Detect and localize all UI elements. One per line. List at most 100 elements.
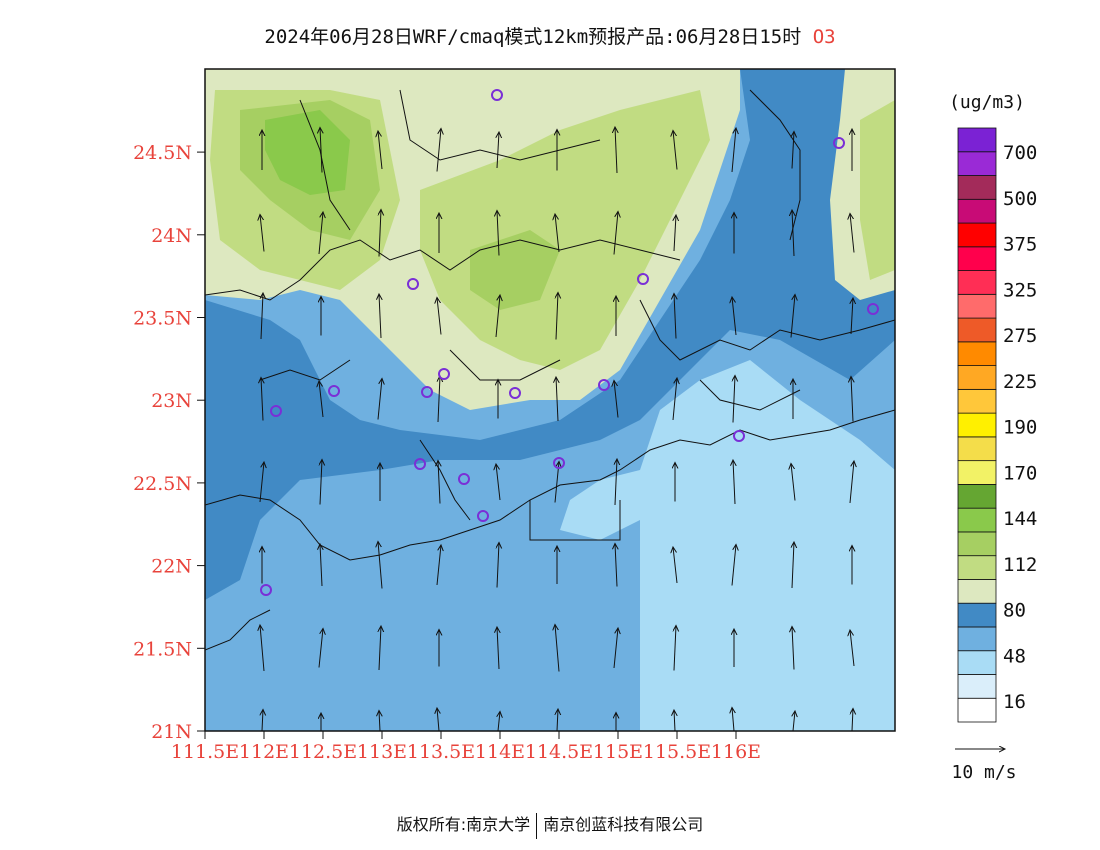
wind-arrow	[556, 709, 558, 731]
copyright-footer: 版权所有:南京大学 南京创蓝科技有限公司	[0, 811, 1100, 839]
wind-arrow	[731, 545, 736, 586]
colorbar-label: 48	[1003, 645, 1026, 667]
colorbar-swatch	[957, 507, 997, 533]
wind-arrow	[849, 461, 854, 504]
colorbar-swatch	[957, 246, 997, 271]
wind-arrow	[555, 214, 560, 253]
station-marker	[491, 89, 503, 101]
colorbar-label: 325	[1003, 279, 1037, 301]
lon-tick-label: 116E	[711, 741, 761, 763]
colorbar-label: 375	[1003, 234, 1037, 256]
colorbar-swatch	[957, 293, 997, 319]
station-marker	[421, 386, 433, 398]
wind-arrow	[615, 459, 617, 506]
colorbar-label: 275	[1003, 325, 1037, 347]
wind-arrow	[438, 461, 440, 504]
wind-arrow	[850, 630, 855, 667]
colorbar-swatch	[957, 555, 997, 580]
wind-arrow	[790, 295, 795, 338]
wind-arrow	[497, 132, 499, 169]
wind-arrow	[437, 708, 441, 731]
colorbar-swatch	[957, 674, 997, 699]
wind-arrow	[260, 625, 265, 672]
wind-arrow	[261, 378, 263, 421]
colorbar-label: 80	[1003, 600, 1026, 622]
wind-arrow	[496, 712, 500, 731]
wind-arrow	[674, 710, 676, 731]
wind-arrow	[674, 294, 676, 339]
colorbar-label: 112	[1003, 554, 1037, 576]
copyright-partner: 南京创蓝科技有限公司	[543, 815, 704, 834]
wind-arrow	[674, 215, 676, 252]
wind-arrow	[495, 295, 500, 338]
wind-arrow	[613, 212, 618, 255]
wind-arrow	[615, 544, 617, 587]
colorbar-label: 225	[1003, 371, 1037, 393]
wind-arrow	[613, 628, 618, 669]
colorbar-swatch	[957, 317, 997, 343]
wind-arrow	[378, 542, 383, 589]
ozone-field-128-144	[265, 110, 350, 195]
wind-arrow	[497, 627, 499, 670]
wind-arrow	[851, 377, 853, 422]
wind-arrow	[378, 131, 383, 170]
station-marker	[637, 273, 649, 285]
wind-arrow	[318, 212, 323, 255]
colorbar-label: 16	[1003, 691, 1026, 713]
colorbar-swatch	[957, 460, 997, 485]
station-marker	[438, 368, 450, 380]
wind-arrow	[320, 460, 322, 505]
colorbar-swatch	[957, 127, 997, 153]
lon-tick-label: 114.5E	[525, 741, 593, 763]
station-marker	[458, 473, 470, 485]
colorbar-swatch	[957, 483, 997, 509]
wind-arrow	[732, 708, 736, 731]
wind-arrow	[379, 711, 381, 731]
colorbar-swatch	[957, 151, 997, 176]
station-marker	[407, 278, 419, 290]
colorbar-swatch	[957, 436, 997, 462]
wind-vector-field	[259, 127, 855, 731]
wind-arrow	[320, 128, 322, 173]
wind-arrow	[733, 460, 735, 505]
colorbar: 700 500 375 325 275 225 190 170 144 112 80 48 16	[957, 127, 1037, 723]
lat-tick-label: 22.5N	[133, 473, 192, 495]
wind-arrow	[260, 215, 265, 252]
colorbar-swatch	[957, 579, 997, 604]
wind-arrow	[259, 462, 264, 503]
wind-arrow	[672, 378, 677, 421]
wind-arrow	[851, 709, 853, 731]
lon-tick-label: 114E	[475, 741, 525, 763]
colorbar-label: 190	[1003, 417, 1037, 439]
wind-reference-label: 10 m/s	[951, 762, 1016, 783]
wind-arrow	[673, 547, 678, 584]
lat-tick-label: 21.5N	[133, 638, 192, 660]
colorbar-swatch	[957, 602, 997, 628]
station-marker	[260, 584, 272, 596]
station-marker	[414, 458, 426, 470]
wind-arrow	[732, 297, 737, 336]
ozone-field-112-128-central	[470, 230, 560, 310]
colorbar-swatch	[957, 412, 997, 438]
longitude-axis: 111.5E 112E 112.5E 113E 113.5E 114E 114.5E 115E…	[171, 731, 761, 763]
colorbar-label: 144	[1003, 508, 1037, 530]
station-marker	[833, 137, 845, 149]
wind-arrow	[261, 293, 263, 340]
colorbar-label: 700	[1003, 142, 1037, 164]
wind-arrow	[437, 298, 442, 335]
wind-arrow	[851, 298, 853, 335]
lon-tick-label: 112.5E	[289, 741, 357, 763]
station-marker	[867, 303, 879, 315]
lon-tick-label: 111.5E	[171, 741, 239, 763]
wind-arrow	[261, 710, 263, 731]
wind-arrow	[614, 381, 619, 418]
wind-arrow	[379, 210, 381, 257]
colorbar-unit: (ug/m3)	[949, 92, 1025, 113]
colorbar-swatch	[957, 365, 997, 390]
wind-arrow	[791, 711, 795, 731]
colorbar-swatch	[957, 270, 997, 295]
lon-tick-label: 115E	[593, 741, 643, 763]
wind-arrow	[733, 376, 735, 423]
wind-arrow	[556, 293, 558, 340]
